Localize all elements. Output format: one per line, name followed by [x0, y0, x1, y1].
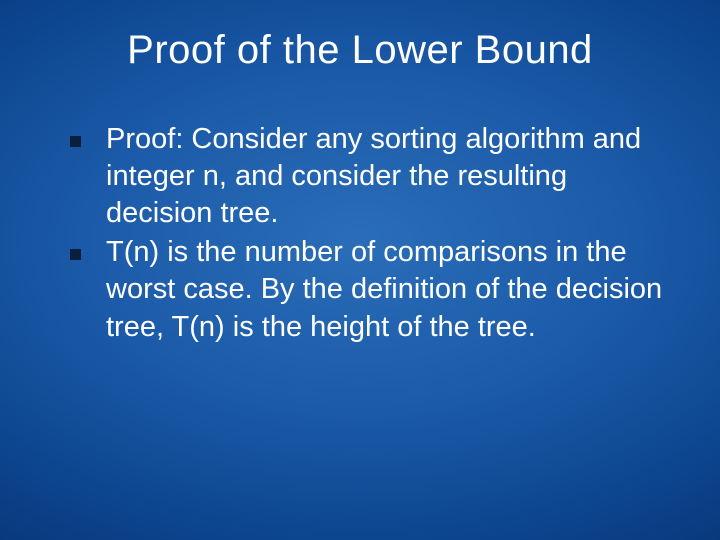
list-item: T(n) is the number of comparisons in the… — [70, 234, 672, 345]
list-item: Proof: Consider any sorting algorithm an… — [70, 121, 672, 232]
bullet-list: Proof: Consider any sorting algorithm an… — [48, 121, 672, 346]
slide-title: Proof of the Lower Bound — [48, 28, 672, 73]
slide: Proof of the Lower Bound Proof: Consider… — [0, 0, 720, 540]
